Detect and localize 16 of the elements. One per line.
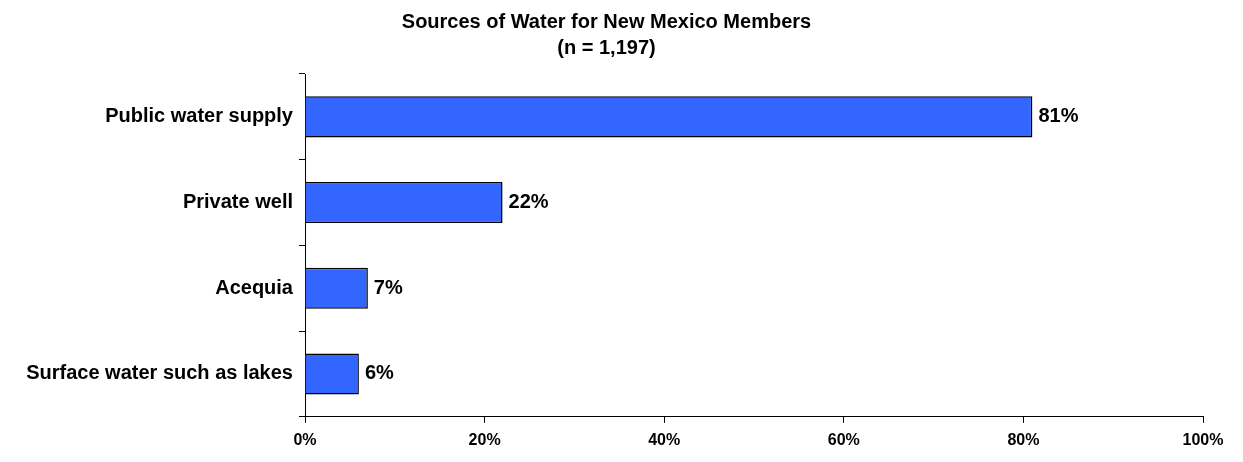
y-tick-label: Private well	[182, 190, 293, 213]
data-label: 81%	[1038, 104, 1079, 127]
x-tick-label: 0%	[293, 430, 317, 448]
y-tick-label: Surface water such as lakes	[26, 361, 293, 384]
x-tick-label: 60%	[827, 430, 860, 448]
data-label: 6%	[364, 361, 394, 384]
chart-title: Sources of Water for New Mexico Members	[401, 9, 812, 32]
data-label: 7%	[373, 275, 403, 298]
chart-subtitle: (n = 1,197)	[557, 35, 656, 58]
data-label: 22%	[508, 190, 549, 213]
y-tick-label: Public water supply	[105, 104, 294, 127]
y-tick-label: Acequia	[215, 275, 294, 298]
x-tick-label: 80%	[1007, 430, 1040, 448]
x-tick-label: 40%	[648, 430, 681, 448]
x-tick-label: 20%	[468, 430, 501, 448]
x-tick-label: 100%	[1182, 430, 1224, 448]
